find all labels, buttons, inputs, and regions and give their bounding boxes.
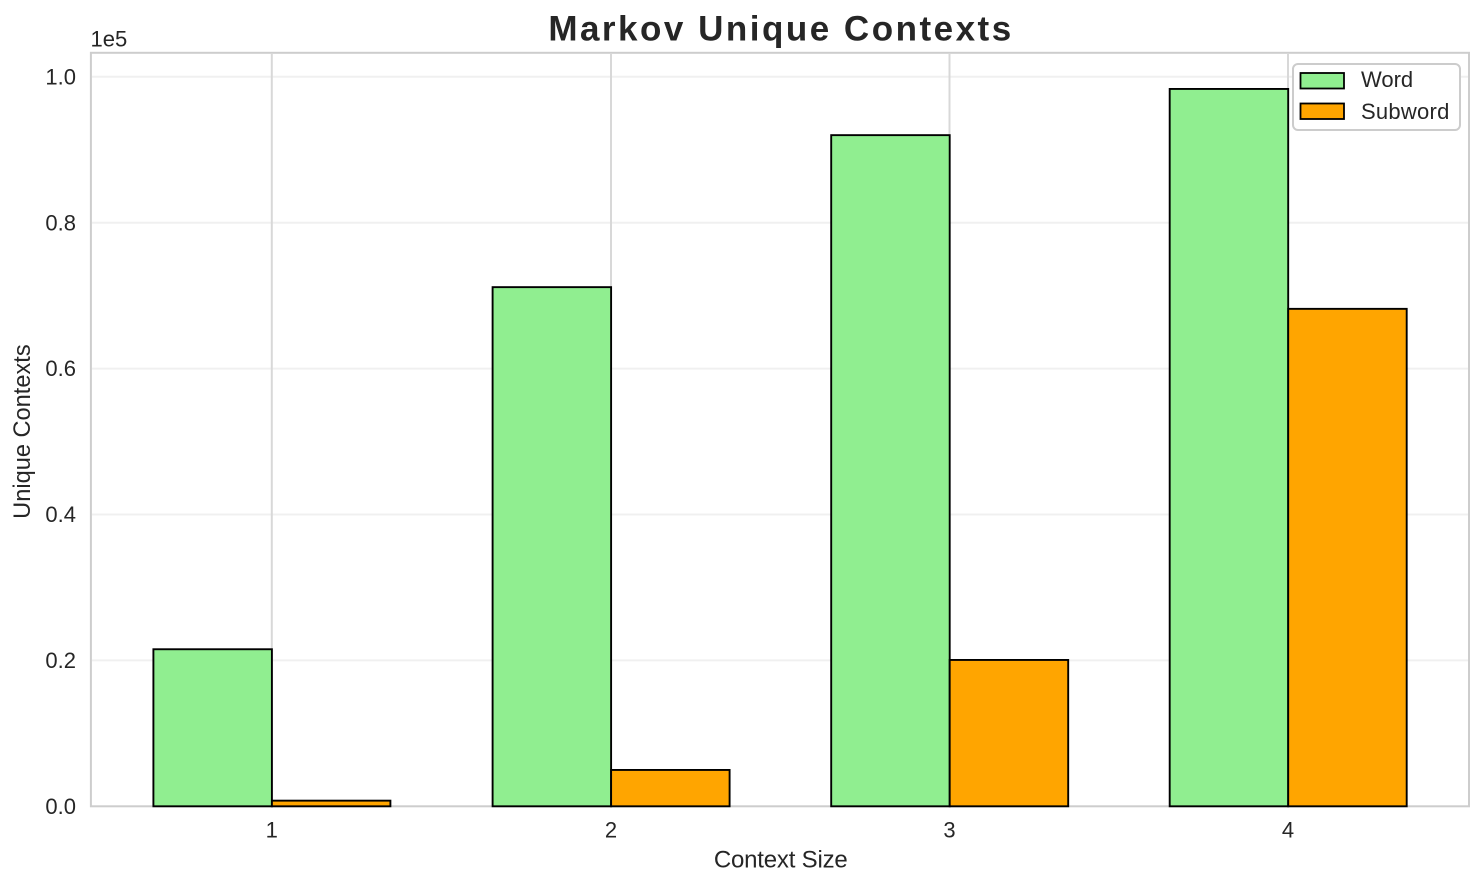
svg-text:0.0: 0.0 (45, 794, 76, 819)
svg-text:Subword: Subword (1361, 99, 1450, 124)
svg-text:Word: Word (1361, 67, 1413, 92)
svg-text:1e5: 1e5 (91, 27, 128, 52)
svg-text:0.2: 0.2 (45, 648, 76, 673)
svg-text:0.8: 0.8 (45, 210, 76, 235)
svg-text:0.6: 0.6 (45, 356, 76, 381)
svg-text:1.0: 1.0 (45, 64, 76, 89)
svg-text:Context Size: Context Size (714, 846, 848, 873)
svg-text:1: 1 (266, 817, 278, 842)
svg-text:Markov Unique Contexts: Markov Unique Contexts (548, 9, 1013, 48)
svg-text:4: 4 (1282, 817, 1294, 842)
svg-text:3: 3 (943, 817, 955, 842)
svg-text:Unique Contexts: Unique Contexts (10, 344, 36, 518)
svg-text:2: 2 (605, 817, 617, 842)
svg-text:0.4: 0.4 (45, 502, 76, 527)
